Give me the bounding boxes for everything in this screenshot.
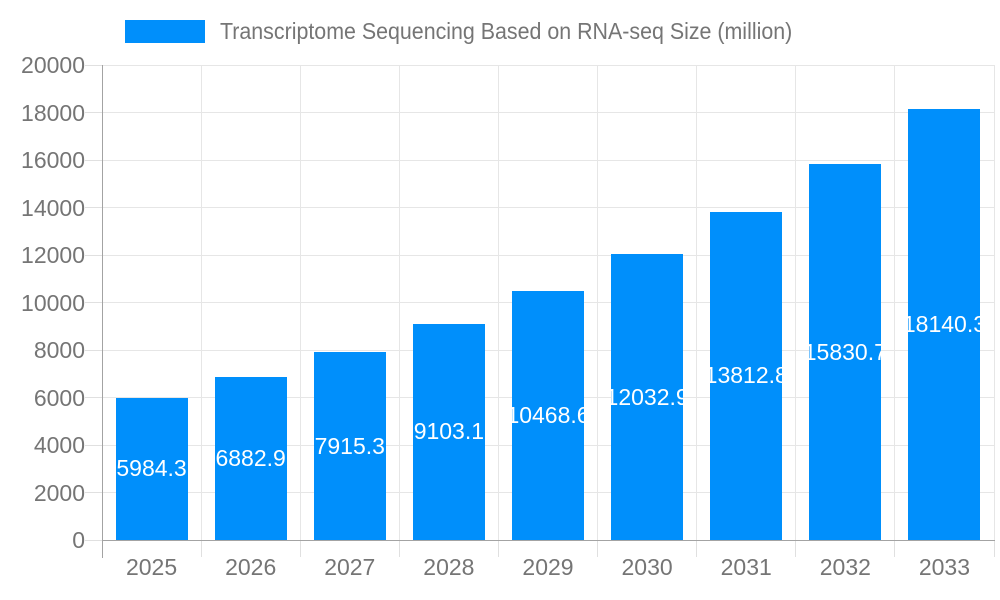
x-axis-tick xyxy=(993,540,995,557)
gridline-vertical xyxy=(597,65,599,540)
y-axis-labels: 0 2000 4000 6000 8000 10000 12000 14000 16000 180… xyxy=(0,0,85,600)
y-axis-tick-label: 10000 xyxy=(21,289,85,316)
bar-2029[interactable]: 10468.6 xyxy=(512,291,584,540)
y-axis-tick-label: 18000 xyxy=(21,99,85,126)
y-axis-tick xyxy=(85,302,102,303)
bar-value-label: 9103.1 xyxy=(413,418,485,445)
bar-2026[interactable]: 6882.9 xyxy=(214,376,287,540)
y-axis-tick xyxy=(85,254,102,256)
bar-value-label: 12032.9 xyxy=(611,383,684,410)
gridline-vertical xyxy=(299,65,301,540)
y-axis-tick xyxy=(85,444,102,446)
bar-value-label: 6882.9 xyxy=(215,444,286,471)
x-axis-tick-label: 2033 xyxy=(918,554,971,580)
x-axis-tick-label: 2030 xyxy=(621,554,673,580)
gridline-horizontal xyxy=(102,207,994,208)
legend-label: Transcriptome Sequencing Based on RNA-se… xyxy=(220,17,793,44)
x-axis-tick xyxy=(795,540,797,557)
y-axis-tick xyxy=(85,349,102,351)
x-axis-line xyxy=(102,540,995,541)
x-axis-tick xyxy=(200,540,202,557)
y-axis-tick xyxy=(85,539,102,541)
y-axis-tick xyxy=(85,492,102,493)
y-axis-tick xyxy=(85,112,102,113)
y-axis-tick-label: 16000 xyxy=(21,147,85,173)
bar-value-label: 18140.3 xyxy=(908,311,981,338)
y-axis-tick xyxy=(85,64,102,66)
gridline-horizontal xyxy=(102,254,994,256)
y-axis-tick-label: 14000 xyxy=(21,194,85,221)
gridline-vertical xyxy=(497,65,499,540)
x-axis-tick-label: 2032 xyxy=(819,554,871,580)
gridline-vertical xyxy=(200,65,202,540)
x-axis-tick-label: 2027 xyxy=(324,554,376,580)
gridline-vertical xyxy=(894,65,896,540)
x-axis-tick xyxy=(497,540,499,557)
gridline-vertical xyxy=(398,65,400,540)
x-axis-tick-label: 2026 xyxy=(225,554,277,580)
bar-2028[interactable]: 9103.1 xyxy=(412,323,485,540)
bar-2031[interactable]: 13812.8 xyxy=(710,211,783,540)
x-axis-tick xyxy=(597,540,599,557)
x-axis-tick-label: 2029 xyxy=(522,554,574,580)
bar-2027[interactable]: 7915.3 xyxy=(313,352,386,540)
y-axis-tick-label: 0 xyxy=(72,527,85,553)
legend-item[interactable]: Transcriptome Sequencing Based on RNA-se… xyxy=(125,12,835,50)
y-axis-tick-label: 6000 xyxy=(33,384,85,411)
plot-area: 5984.3 6882.9 7915.3 9103.1 10468.6 12032.9 13… xyxy=(85,64,995,557)
y-axis-tick-label: 2000 xyxy=(33,479,85,506)
x-axis-tick-label: 2028 xyxy=(423,554,475,580)
y-axis-tick xyxy=(85,397,102,398)
gridline-horizontal xyxy=(102,112,994,113)
bar-2030[interactable]: 12032.9 xyxy=(611,254,684,540)
bar-value-label: 13812.8 xyxy=(710,362,783,389)
x-axis-tick-label: 2031 xyxy=(720,554,772,580)
legend-swatch xyxy=(125,19,205,43)
y-axis-tick-label: 20000 xyxy=(21,52,85,78)
bar-2025[interactable]: 5984.3 xyxy=(115,397,188,540)
y-axis-tick-label: 4000 xyxy=(33,432,85,458)
bar-value-label: 5984.3 xyxy=(116,455,187,482)
bar-value-label: 10468.6 xyxy=(512,402,584,429)
bar-value-label: 15830.7 xyxy=(809,338,882,365)
y-axis-tick xyxy=(85,207,102,208)
x-axis-tick xyxy=(299,540,301,557)
y-axis-tick xyxy=(85,159,102,161)
y-axis-tick-label: 8000 xyxy=(33,337,85,363)
x-axis-tick xyxy=(398,540,400,557)
gridline-vertical xyxy=(993,65,995,540)
x-axis-tick xyxy=(696,540,698,557)
gridline-vertical xyxy=(696,65,698,540)
x-axis-labels: 2025 2026 2027 2028 2029 2030 2031 2032 2033 xyxy=(102,554,994,594)
gridline-horizontal xyxy=(102,159,994,161)
bar-2032[interactable]: 15830.7 xyxy=(809,164,882,540)
bar-value-label: 7915.3 xyxy=(314,432,385,459)
y-axis-tick-label: 12000 xyxy=(21,242,85,268)
bar-2033[interactable]: 18140.3 xyxy=(908,109,981,540)
gridline-horizontal xyxy=(102,64,994,66)
x-axis-tick-label: 2025 xyxy=(125,554,178,580)
x-axis-tick xyxy=(894,540,896,557)
y-axis-line xyxy=(102,65,103,558)
gridline-vertical xyxy=(795,65,797,540)
